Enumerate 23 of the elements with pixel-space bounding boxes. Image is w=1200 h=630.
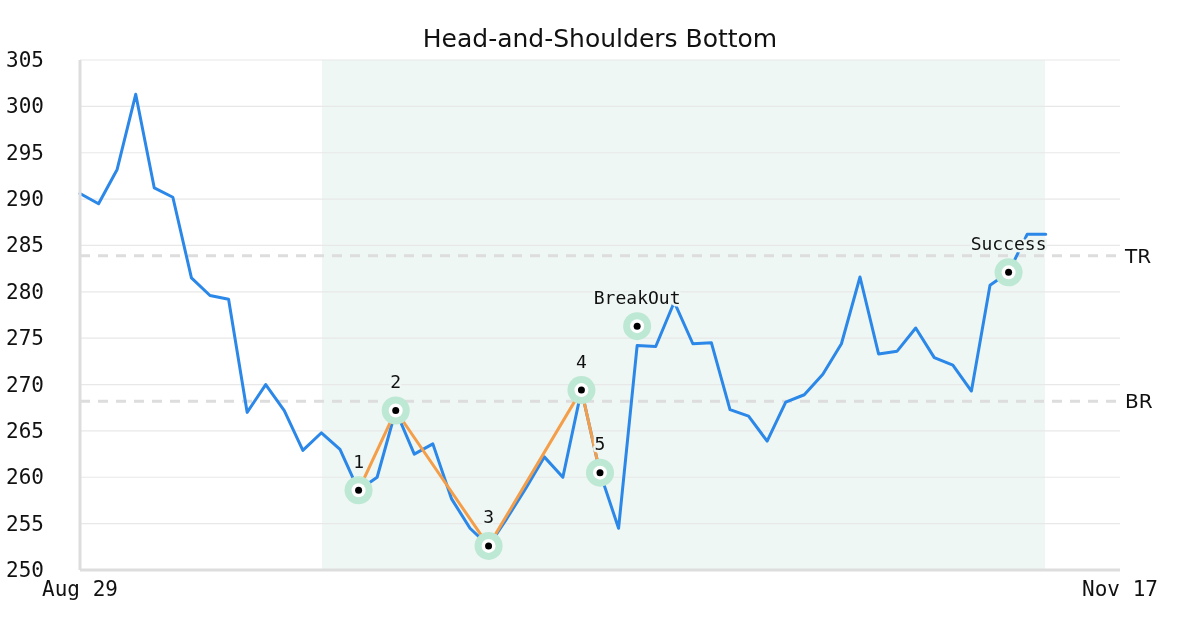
annotation: BreakOut bbox=[593, 286, 681, 308]
y-tick-label: 255 bbox=[6, 511, 44, 536]
annotation: 2 bbox=[390, 371, 402, 393]
annotation: 4 bbox=[576, 350, 587, 372]
y-tick-label: 300 bbox=[6, 94, 44, 119]
y-tick-label: 285 bbox=[6, 233, 44, 258]
annotation: 1 bbox=[353, 450, 364, 472]
x-tick-label: Nov 17 bbox=[1082, 577, 1158, 601]
annotation: 5 bbox=[594, 433, 606, 455]
y-tick-label: 250 bbox=[6, 558, 44, 582]
y-tick-label: 270 bbox=[6, 372, 44, 397]
chart-title: Head-and-Shoulders Bottom bbox=[421, 23, 779, 55]
y-tick-label: 295 bbox=[6, 140, 44, 165]
y-tick-label: 305 bbox=[6, 48, 44, 72]
y-tick-label: 260 bbox=[6, 465, 44, 490]
annotation: 3 bbox=[483, 506, 494, 528]
y-tick-label: 265 bbox=[6, 418, 44, 443]
y-tick-label: 290 bbox=[6, 187, 44, 212]
y-tick-label: 275 bbox=[6, 326, 44, 351]
ref-line-label: TR bbox=[1124, 243, 1152, 268]
y-tick-label: 280 bbox=[6, 279, 44, 304]
ref-line-label: BR bbox=[1125, 389, 1153, 414]
x-tick-label: Aug 29 bbox=[42, 577, 118, 601]
